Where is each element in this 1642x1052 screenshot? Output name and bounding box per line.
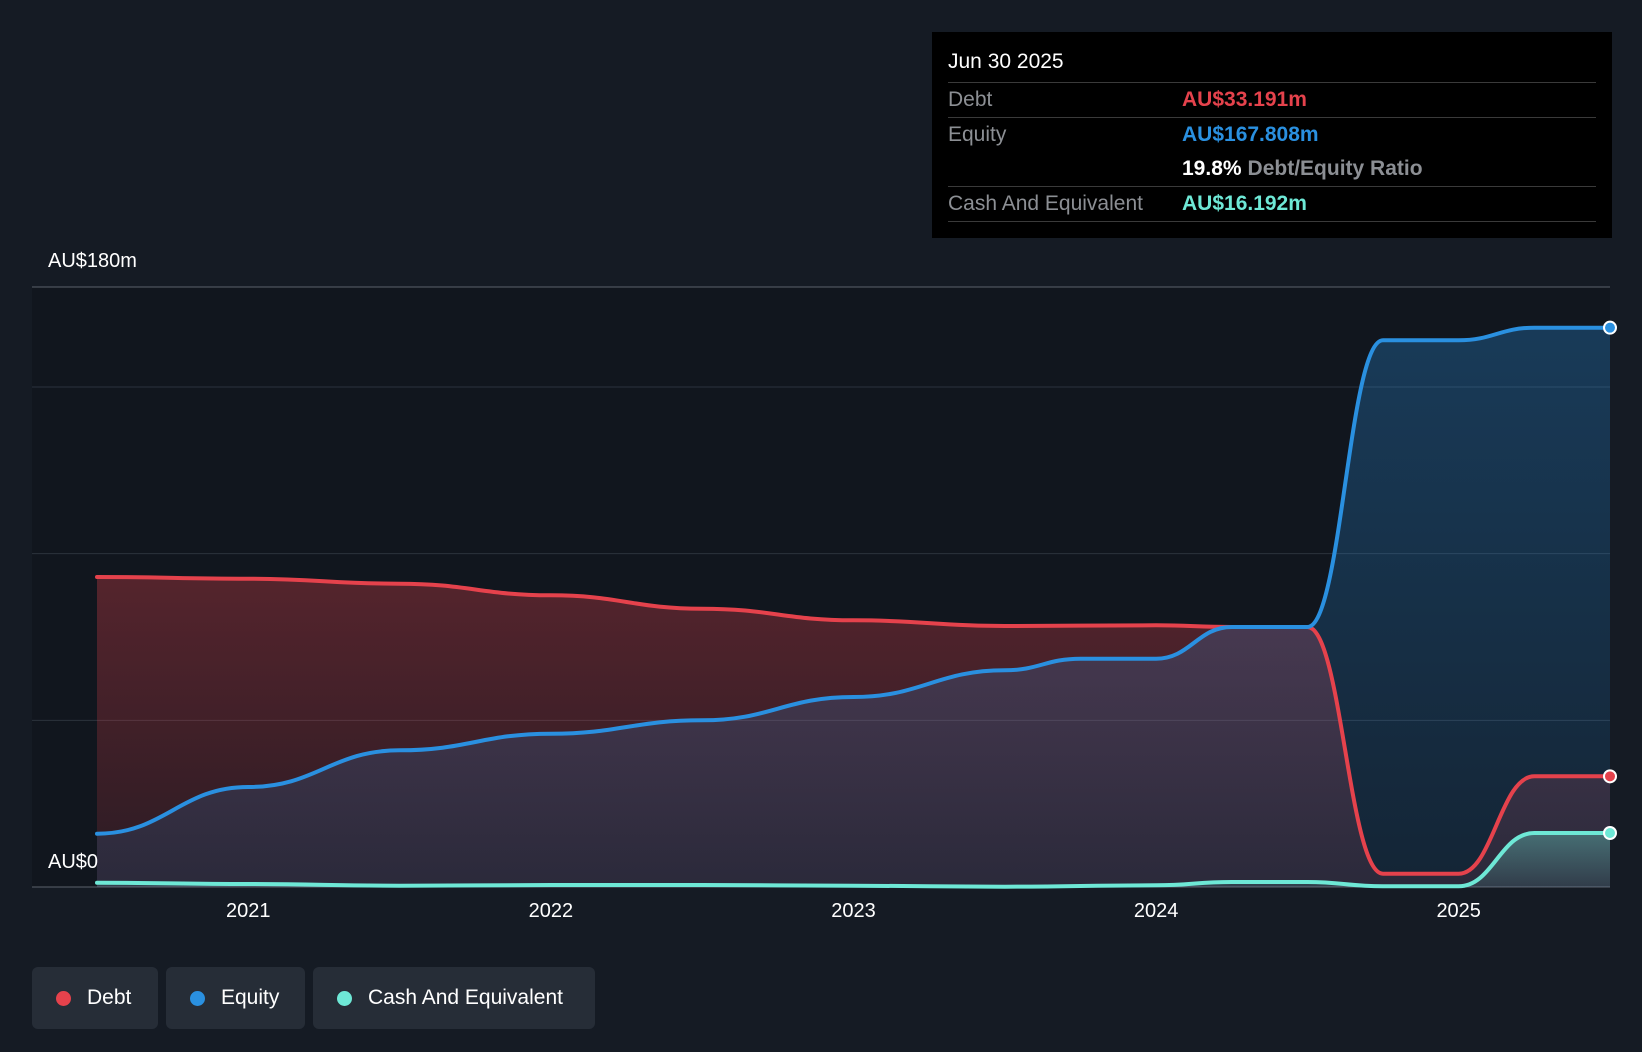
y-axis-bottom-label: AU$0	[48, 851, 99, 873]
cash-endpoint	[1603, 826, 1617, 840]
tooltip-row-cash: Cash And Equivalent AU$16.192m	[948, 187, 1596, 222]
y-axis-top-label: AU$180m	[48, 250, 137, 272]
tooltip-row-ratio: 19.8% Debt/Equity Ratio	[948, 152, 1596, 187]
tooltip-date: Jun 30 2025	[948, 46, 1596, 83]
tooltip-panel: Jun 30 2025 Debt AU$33.191m Equity AU$16…	[932, 32, 1612, 238]
series-endpoints	[1603, 320, 1617, 840]
x-tick-label: 2023	[831, 900, 876, 922]
x-tick-label: 2025	[1436, 900, 1481, 922]
tooltip-equity-label: Equity	[948, 123, 1007, 146]
equity-endpoint	[1603, 320, 1617, 335]
tooltip-debt-value: AU$33.191m	[1182, 88, 1307, 111]
legend-item-debt[interactable]: Debt	[32, 967, 158, 1029]
tooltip-ratio-value: 19.8%	[1182, 157, 1242, 180]
tooltip-cash-value: AU$16.192m	[1182, 192, 1307, 215]
x-tick-label: 2024	[1133, 900, 1179, 922]
tooltip-ratio-label: Debt/Equity Ratio	[1247, 157, 1423, 180]
legend-item-cash[interactable]: Cash And Equivalent	[313, 967, 595, 1029]
equity-line	[95, 325, 1612, 836]
tooltip-row-debt: Debt AU$33.191m	[948, 83, 1596, 118]
equity-dot-icon	[190, 990, 205, 1006]
tooltip-row-equity: Equity AU$167.808m	[948, 118, 1596, 152]
legend-item-equity[interactable]: Equity	[166, 967, 305, 1029]
equity-area	[97, 327, 1610, 887]
legend-equity-label: Equity	[221, 986, 280, 1009]
tooltip-cash-label: Cash And Equivalent	[948, 192, 1143, 215]
series-lines	[95, 325, 1612, 889]
debt-dot-icon	[56, 990, 71, 1006]
legend: Debt Equity Cash And Equivalent	[32, 967, 595, 1029]
cash-line	[95, 830, 1612, 889]
legend-debt-label: Debt	[87, 986, 132, 1009]
debt-endpoint	[1603, 769, 1617, 784]
series-areas	[97, 327, 1610, 887]
x-tick-label: 2022	[528, 900, 574, 922]
cash-dot-icon	[337, 990, 352, 1006]
x-tick-label: 2021	[226, 900, 271, 922]
legend-cash-label: Cash And Equivalent	[368, 986, 563, 1009]
debt-line	[95, 575, 1612, 876]
tooltip-debt-label: Debt	[948, 88, 993, 111]
tooltip-equity-value: AU$167.808m	[1182, 123, 1319, 146]
